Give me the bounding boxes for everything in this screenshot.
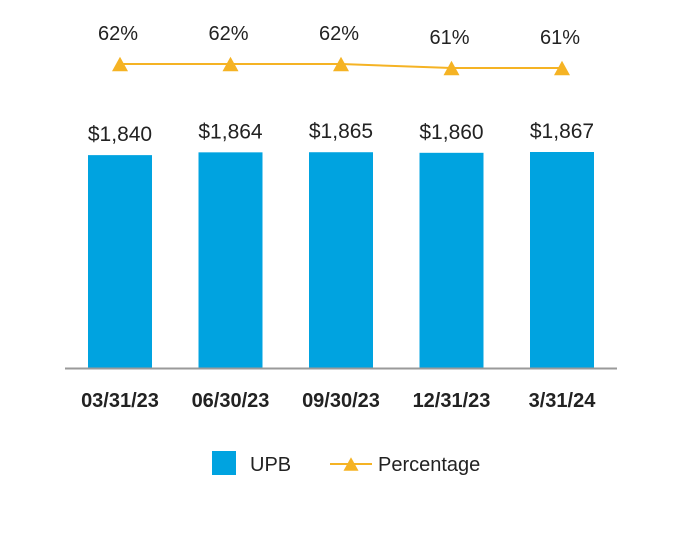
- percentage-marker-4: [443, 60, 460, 76]
- legend: UPB Percentage: [212, 451, 480, 476]
- percentage-label-5: 61%: [540, 27, 580, 49]
- bar-1: [88, 155, 152, 368]
- bar-2: [198, 152, 263, 368]
- percentage-marker-2: [222, 56, 239, 72]
- bar-value-label-5: $1,867: [530, 120, 594, 143]
- x-tick-label-2: 06/30/23: [192, 390, 270, 412]
- percentage-marker-3: [333, 56, 349, 72]
- bar-value-label-4: $1,860: [419, 121, 483, 144]
- bar-4: [419, 152, 484, 368]
- x-tick-labels: 03/31/23 06/30/23 09/30/23 12/31/23 3/31/24: [81, 390, 596, 412]
- percentage-marker-5: [554, 60, 570, 76]
- bar-5: [530, 152, 594, 368]
- bar-value-label-1: $1,840: [88, 123, 152, 146]
- x-tick-label-1: 03/31/23: [81, 390, 159, 412]
- legend-percentage-marker: [343, 457, 359, 471]
- line-layer: [112, 56, 570, 76]
- percentage-label-1: 62%: [98, 23, 138, 45]
- bar-value-label-3: $1,865: [309, 120, 373, 143]
- x-tick-label-3: 09/30/23: [302, 390, 380, 412]
- legend-percentage-label: Percentage: [378, 454, 480, 476]
- bars-layer: [88, 152, 594, 368]
- x-tick-label-4: 12/31/23: [413, 390, 491, 412]
- x-tick-label-5: 3/31/24: [529, 390, 597, 412]
- bar-value-label-2: $1,864: [198, 120, 263, 143]
- legend-upb-label: UPB: [250, 454, 291, 476]
- percentage-label-4: 61%: [429, 27, 469, 49]
- percentage-label-2: 62%: [208, 23, 248, 45]
- percentage-label-3: 62%: [319, 23, 359, 45]
- bar-labels-layer: $1,840 $1,864 $1,865 $1,860 $1,867: [88, 120, 594, 146]
- legend-upb-swatch: [212, 451, 236, 475]
- bar-3: [309, 152, 373, 368]
- percentage-marker-1: [112, 56, 128, 72]
- pct-labels-layer: 62% 62% 62% 61% 61%: [98, 23, 580, 49]
